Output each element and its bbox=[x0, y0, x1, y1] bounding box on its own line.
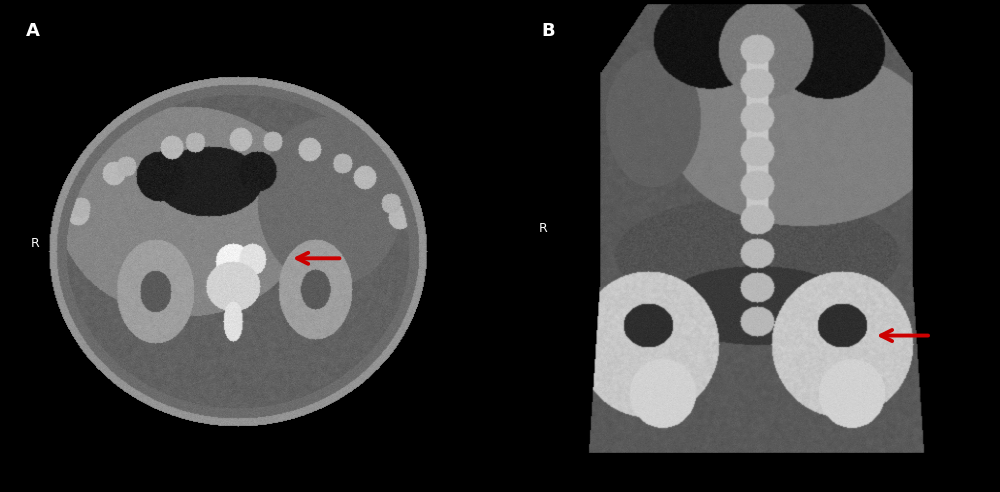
Text: B: B bbox=[541, 22, 555, 40]
Text: R: R bbox=[31, 237, 40, 250]
Text: R: R bbox=[539, 222, 548, 235]
Text: A: A bbox=[26, 22, 40, 40]
